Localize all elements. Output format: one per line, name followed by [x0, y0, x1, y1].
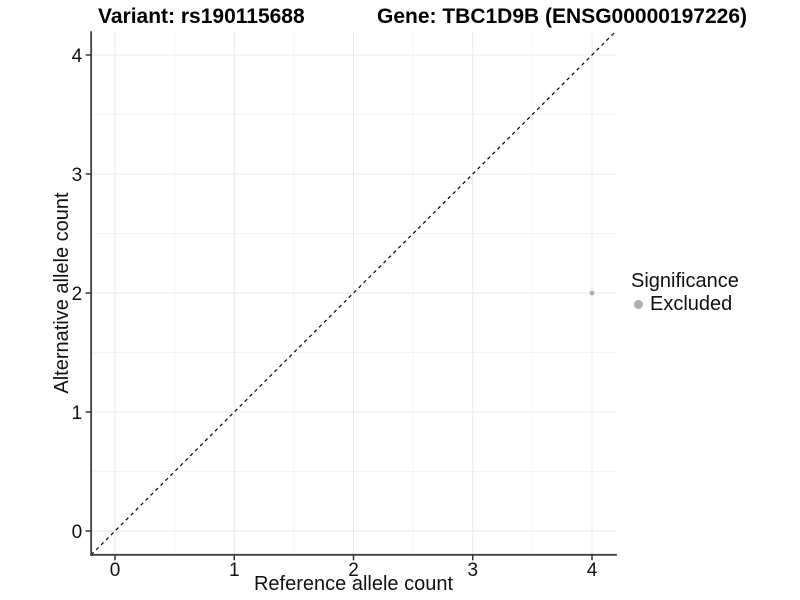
- y-tick-label-3: 3: [72, 165, 83, 186]
- plot-title: Variant: rs190115688 Gene: TBC1D9B (ENSG…: [0, 5, 800, 29]
- legend-item-label: Excluded: [650, 293, 733, 315]
- plot-title-variant: Variant: rs190115688: [98, 5, 305, 28]
- legend: Significance Excluded: [631, 270, 739, 315]
- legend-key-dot-icon: [634, 299, 643, 309]
- data-point: [589, 290, 595, 296]
- y-tick-label-2: 2: [72, 284, 83, 305]
- x-tick-label-4: 4: [587, 560, 598, 581]
- x-tick-label-2: 2: [348, 560, 359, 581]
- x-tick-label-0: 0: [110, 560, 121, 581]
- y-tick-label-0: 0: [72, 522, 83, 543]
- x-tick-label-3: 3: [467, 560, 478, 581]
- legend-title: Significance: [631, 270, 739, 292]
- y-tick-label-1: 1: [72, 403, 83, 424]
- x-tick-label-1: 1: [229, 560, 240, 581]
- x-axis-title: Reference allele count: [253, 573, 453, 595]
- plot-title-gene: Gene: TBC1D9B (ENSG00000197226): [377, 5, 748, 28]
- legend-item-excluded: Excluded: [631, 293, 739, 315]
- identity-line: [90, 30, 617, 556]
- y-tick-label-4: 4: [72, 46, 83, 67]
